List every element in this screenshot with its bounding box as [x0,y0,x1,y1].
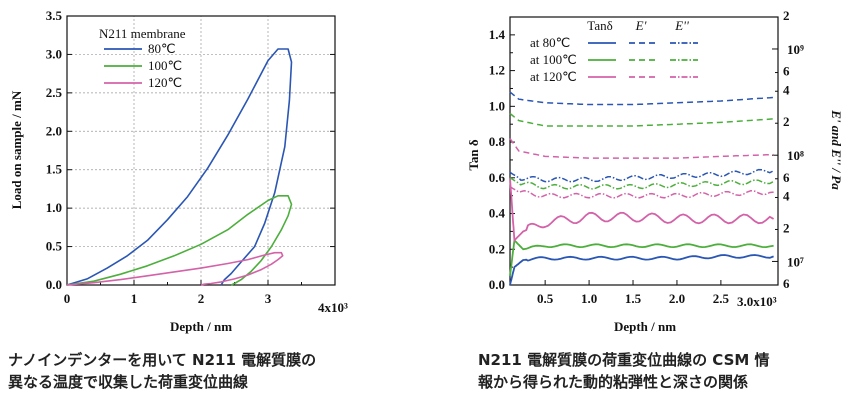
right-log-minor-label: 2 [783,114,790,129]
right-ytick-label: 0.4 [489,206,506,221]
right-log-minor-label: 2 [783,8,790,23]
right-ytick-label: 1.2 [489,63,505,78]
left-ytick-label: 2.5 [46,85,63,100]
left-x-multiplier: 4x10³ [318,300,348,315]
right-log-minor-label: 6 [783,170,790,185]
left-ytick-label: 0.5 [46,239,63,254]
right-series-line-1 [509,238,774,277]
left-ytick-label: 3.0 [46,46,62,61]
right-xtick-label: 1.5 [625,291,642,306]
caption-left-line1: ナノインデンターを用いて N211 電解質膜の [8,351,317,369]
left-xtick-label: 0 [64,291,71,306]
right-ytick-label: 1.4 [489,27,506,42]
caption-right-line2: 報から得られた動的粘弾性と深さの関係 [478,373,749,391]
left-x-axis-title: Depth / nm [170,319,232,334]
right-secondary-axis-title: E' and E'' / Pa [829,109,844,190]
right-series-line-7 [509,177,774,190]
left-legend-title: N211 membrane [99,26,186,41]
caption-left: ナノインデンターを用いて N211 電解質膜の 異なる温度で収集した荷重変位曲線 [8,349,316,393]
right-xtick-label: 2.5 [713,291,730,306]
right-x-multiplier: 3.0x10³ [737,294,777,309]
left-legend-label-1: 100℃ [148,58,182,73]
right-log-minor-label: 4 [783,188,790,203]
left-y-axis-title: Load on sample / mN [9,90,24,209]
right-log-minor-label: 2 [783,220,790,235]
left-series-line-2 [66,251,284,286]
caption-right-line1: N211 電解質膜の荷重変位曲線の CSM 情 [478,351,770,369]
left-ytick-label: 2.0 [46,123,62,138]
right-legend-column-1: E' [635,18,647,33]
left-legend-label-2: 120℃ [148,75,182,90]
left-series-line-0 [66,48,293,286]
right-series-line-2 [509,177,775,243]
right-log-major-label: 10⁸ [787,148,804,163]
right-ytick-label: 0.8 [489,134,506,149]
right-log-minor-label: 4 [783,82,790,97]
right-ytick-label: 1.0 [489,98,505,113]
right-series-line-0 [509,254,774,286]
left-ytick-label: 1.0 [46,200,62,215]
right-xtick-label: 2.0 [669,291,685,306]
left-ytick-label: 0.0 [46,277,62,292]
right-series-line-5 [509,138,774,159]
right-ytick-label: 0.0 [489,277,505,292]
right-xtick-label: 1.0 [581,291,597,306]
left-xtick-label: 3 [265,291,272,306]
right-legend-row-label-2: at 120℃ [530,69,577,84]
right-log-minor-label: 6 [783,276,790,291]
left-ytick-label: 3.5 [46,8,63,23]
left-xtick-label: 1 [131,291,138,306]
right-x-axis-title: Depth / nm [614,319,676,334]
right-plot-frame [509,16,779,286]
right-series-line-4 [509,112,774,127]
right-legend-row-label-0: at 80℃ [530,35,570,50]
right-ytick-label: 0.6 [489,170,506,185]
left-series-line-1 [66,195,293,286]
right-legend-column-0: Tanδ [587,18,612,33]
right-series-line-3 [509,91,774,106]
left-legend-label-0: 80℃ [148,41,176,56]
left-xtick-label: 2 [198,291,205,306]
right-ytick-label: 0.2 [489,241,505,256]
right-y-axis-title: Tan δ [466,139,481,170]
right-log-major-label: 10⁹ [787,42,804,57]
caption-left-line2: 異なる温度で収集した荷重変位曲線 [8,373,249,391]
right-legend-row-label-1: at 100℃ [530,52,577,67]
left-ytick-label: 1.5 [46,162,63,177]
right-log-major-label: 10⁷ [787,254,804,269]
caption-right: N211 電解質膜の荷重変位曲線の CSM 情 報から得られた動的粘弾性と深さの… [478,349,770,393]
right-series-line-8 [509,186,774,199]
right-log-minor-label: 6 [783,64,790,79]
right-legend-column-2: E'' [674,18,689,33]
right-series-line-6 [509,168,774,183]
right-xtick-label: 0.5 [537,291,554,306]
